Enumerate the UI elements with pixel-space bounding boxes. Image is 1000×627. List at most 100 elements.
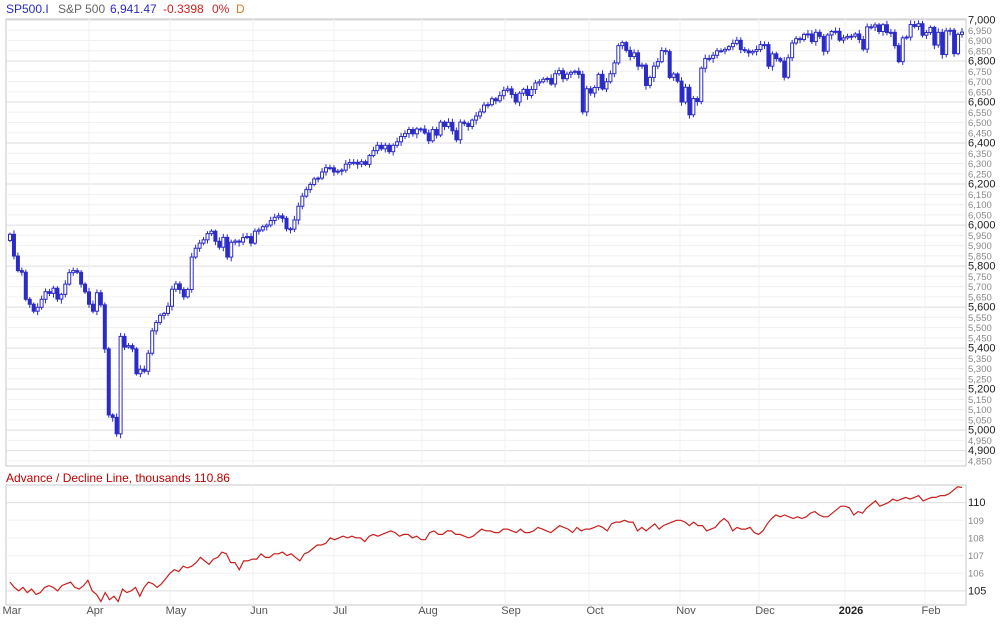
candle-body xyxy=(296,205,301,221)
price-candle xyxy=(31,302,36,314)
price-candle xyxy=(596,72,601,91)
price-candle xyxy=(888,28,893,38)
price-candle xyxy=(130,343,135,353)
price-candle xyxy=(683,83,688,105)
candle-body xyxy=(272,216,277,222)
price-candle xyxy=(643,62,648,90)
price-candle xyxy=(201,236,206,246)
candle-body xyxy=(339,169,344,172)
candle-body xyxy=(525,88,530,96)
candle-body xyxy=(679,80,684,103)
candle-body xyxy=(750,50,755,54)
price-candle xyxy=(63,280,68,298)
price-axis-tick-label: 5,050 xyxy=(968,415,992,426)
price-candle xyxy=(738,37,743,54)
candle-body xyxy=(363,161,368,165)
price-candles xyxy=(8,20,964,439)
candle-body xyxy=(880,24,885,33)
price-candle xyxy=(568,70,573,79)
candle-body xyxy=(758,44,763,51)
candle-body xyxy=(79,271,84,285)
candle-body xyxy=(197,242,202,249)
candle-body xyxy=(173,283,178,290)
price-candle xyxy=(790,39,795,62)
price-axis-tick-label: 5,850 xyxy=(968,251,992,262)
price-candle xyxy=(869,23,874,30)
price-candle xyxy=(691,95,696,118)
candle-body xyxy=(817,31,822,37)
price-candle xyxy=(27,297,32,308)
price-candle xyxy=(272,213,277,225)
price-candle xyxy=(695,96,700,106)
period-indicator[interactable]: D xyxy=(236,2,245,16)
price-candle xyxy=(300,192,305,210)
candle-body xyxy=(454,130,459,141)
candle-body xyxy=(94,292,99,312)
price-candle xyxy=(142,365,147,374)
price-candle xyxy=(663,47,668,55)
candle-body xyxy=(651,65,656,78)
price-candle xyxy=(865,23,870,54)
price-candle xyxy=(399,132,404,146)
price-axis-tick-label: 6,000 xyxy=(968,220,996,232)
price-axis-tick-label: 5,750 xyxy=(968,272,992,283)
price-candle xyxy=(920,20,925,38)
price-candle xyxy=(296,202,301,225)
candle-body xyxy=(604,81,609,90)
candle-body xyxy=(39,298,44,308)
candle-body xyxy=(367,155,372,165)
price-candle xyxy=(667,49,672,80)
price-candle xyxy=(138,365,143,378)
candle-body xyxy=(331,167,336,173)
candle-body xyxy=(667,51,672,78)
price-axis-tick-label: 6,250 xyxy=(968,169,992,180)
candle-body xyxy=(576,70,581,75)
price-axis-tick-label: 6,050 xyxy=(968,210,992,221)
price-candle xyxy=(280,213,285,223)
price-axis-tick-label: 6,700 xyxy=(968,77,992,88)
adl-axis-tick-label: 110 xyxy=(968,497,986,509)
price-candle xyxy=(655,57,660,70)
price-candle xyxy=(43,288,48,304)
candle-body xyxy=(225,236,230,258)
price-candle xyxy=(162,311,167,320)
candle-body xyxy=(280,215,285,219)
candle-body xyxy=(790,42,795,59)
price-candle xyxy=(584,85,589,117)
price-candle xyxy=(264,223,269,231)
candle-body xyxy=(762,44,767,47)
price-candle xyxy=(505,85,510,93)
price-candle xyxy=(387,143,392,154)
candle-body xyxy=(754,49,759,52)
candle-body xyxy=(869,26,874,29)
x-axis-tick-label: Apr xyxy=(86,605,103,617)
candle-body xyxy=(252,230,257,244)
price-candle xyxy=(19,267,24,276)
candle-body xyxy=(237,240,242,243)
candle-body xyxy=(952,29,957,55)
candle-body xyxy=(59,293,64,300)
price-candle xyxy=(679,77,684,106)
price-candle xyxy=(304,186,309,198)
price-axis-tick-label: 6,300 xyxy=(968,159,992,170)
candle-body xyxy=(118,335,123,435)
index-name: S&P 500 xyxy=(58,2,106,16)
candle-body xyxy=(643,64,648,86)
price-candle xyxy=(359,159,364,168)
candle-body xyxy=(213,230,218,242)
price-candle xyxy=(651,62,656,82)
candle-body xyxy=(185,288,190,298)
candle-body xyxy=(478,111,483,117)
candle-body xyxy=(778,58,783,62)
price-candle xyxy=(395,137,400,148)
candle-body xyxy=(924,32,929,36)
candle-body xyxy=(355,161,360,165)
price-axis-tick-label: 5,400 xyxy=(968,343,996,355)
candle-body xyxy=(233,240,238,243)
price-axis-tick-label: 5,600 xyxy=(968,302,996,314)
price-candle xyxy=(276,212,281,220)
candle-body xyxy=(335,170,340,173)
candle-body xyxy=(829,31,834,36)
price-candle xyxy=(782,57,787,81)
price-candle xyxy=(813,29,818,46)
